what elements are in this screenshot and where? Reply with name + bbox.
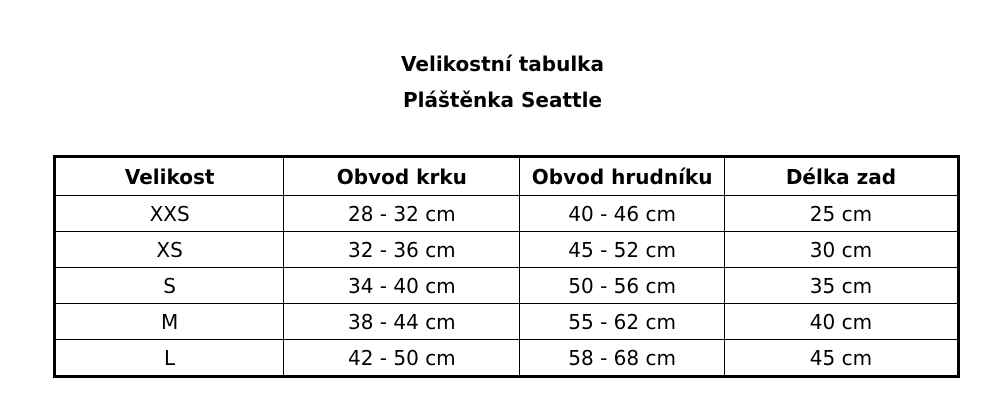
table-cell: 34 - 40 cm bbox=[283, 267, 521, 304]
header-cell: Velikost bbox=[53, 156, 285, 196]
table-cell: 50 - 56 cm bbox=[519, 267, 725, 304]
table-cell: XXS bbox=[53, 195, 285, 232]
table-cell: 32 - 36 cm bbox=[283, 231, 521, 268]
header-cell: Obvod krku bbox=[283, 156, 521, 196]
table-cell: 40 cm bbox=[723, 303, 960, 340]
table-cell: XS bbox=[53, 231, 285, 268]
table-row: L 42 - 50 cm 58 - 68 cm 45 cm bbox=[53, 339, 960, 377]
table-cell: 25 cm bbox=[723, 195, 960, 232]
table-cell: 30 cm bbox=[723, 231, 960, 268]
page-title: Velikostní tabulka bbox=[401, 52, 604, 76]
header-cell: Délka zad bbox=[723, 156, 960, 196]
size-table: Velikost Obvod krku Obvod hrudníku Délka… bbox=[53, 155, 960, 378]
table-cell: 42 - 50 cm bbox=[283, 339, 521, 377]
header-cell: Obvod hrudníku bbox=[519, 156, 725, 196]
table-row: XXS 28 - 32 cm 40 - 46 cm 25 cm bbox=[53, 195, 960, 232]
table-row: M 38 - 44 cm 55 - 62 cm 40 cm bbox=[53, 303, 960, 340]
page-subtitle: Pláštěnka Seattle bbox=[402, 88, 603, 112]
table-header-row: Velikost Obvod krku Obvod hrudníku Délka… bbox=[53, 156, 960, 196]
table-cell: L bbox=[53, 339, 285, 377]
table-row: S 34 - 40 cm 50 - 56 cm 35 cm bbox=[53, 267, 960, 304]
table-cell: 55 - 62 cm bbox=[519, 303, 725, 340]
table-row: XS 32 - 36 cm 45 - 52 cm 30 cm bbox=[53, 231, 960, 268]
table-cell: S bbox=[53, 267, 285, 304]
table-cell: 38 - 44 cm bbox=[283, 303, 521, 340]
table-cell: 45 - 52 cm bbox=[519, 231, 725, 268]
table-cell: 28 - 32 cm bbox=[283, 195, 521, 232]
table-cell: 35 cm bbox=[723, 267, 960, 304]
table-cell: M bbox=[53, 303, 285, 340]
table-cell: 45 cm bbox=[723, 339, 960, 377]
table-cell: 40 - 46 cm bbox=[519, 195, 725, 232]
table-cell: 58 - 68 cm bbox=[519, 339, 725, 377]
